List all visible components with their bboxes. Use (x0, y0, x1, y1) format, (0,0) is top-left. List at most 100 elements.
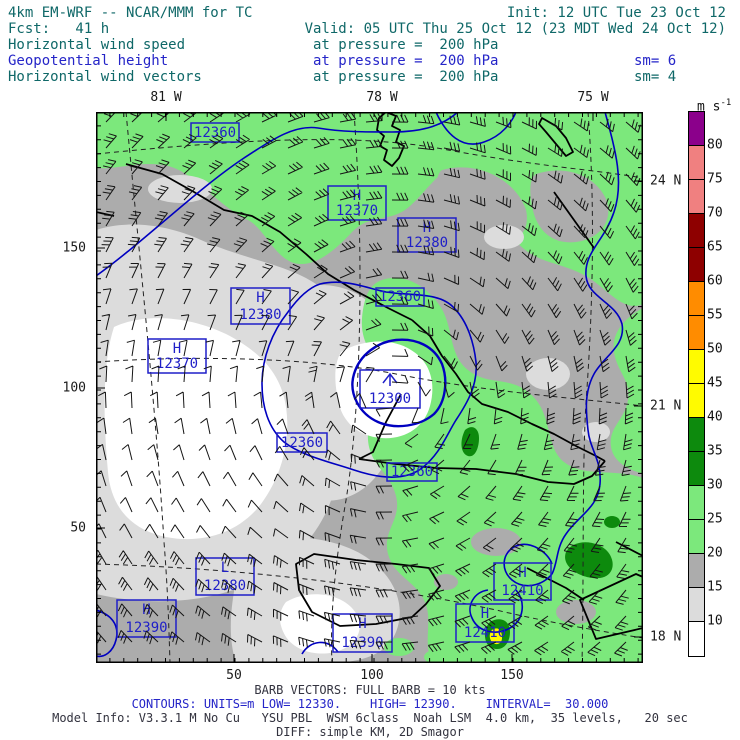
coastline-6 (553, 191, 595, 249)
axis-label-left-50: 50 (70, 520, 86, 536)
height-label-value: 12300 (369, 391, 411, 407)
wind-shading-lightgray-right-patch3 (582, 422, 610, 442)
colorbar-cell-11 (689, 486, 704, 520)
wind-shading-gray-hole-top2 (530, 170, 609, 243)
height-contour-4 (551, 111, 624, 575)
map-border (96, 112, 643, 663)
graticule-line-1 (331, 111, 361, 664)
axis-label-right-24N: 24 N (650, 173, 682, 189)
valid-time: Valid: 05 UTC Thu 25 Oct 12 (23 MDT Wed … (304, 21, 726, 37)
height-contour-0 (95, 111, 459, 277)
high-center-symbol: H (173, 341, 181, 357)
colorbar-tick-45: 45 (707, 375, 723, 391)
high-center-symbol: H (481, 606, 489, 622)
colorbar-cell-1 (689, 146, 704, 180)
height-label-value: 12380 (406, 235, 448, 251)
field-3-name: Horizontal wind vectors (8, 69, 202, 85)
height-label-value: 12390 (125, 620, 167, 636)
colorbar-tick-15: 15 (707, 579, 723, 595)
coastline-0 (125, 163, 413, 321)
axis-label-top-78W: 78 W (366, 90, 398, 105)
height-label-box: 12360 (190, 122, 240, 143)
high-center-symbol: H (256, 290, 264, 306)
graticule-line-4 (95, 357, 644, 407)
high-center-symbol: H (353, 188, 361, 204)
height-contour-6 (469, 589, 523, 633)
height-contour-2 (261, 281, 478, 479)
colorbar-cell-3 (689, 214, 704, 248)
height-contour-8 (95, 609, 118, 658)
height-contour-7 (301, 641, 339, 655)
wind-shading-white-bottom-patch (280, 594, 360, 654)
colorbar-cell-14 (689, 588, 704, 622)
colorbar-tick-25: 25 (707, 511, 723, 527)
colorbar-cell-0 (689, 112, 704, 146)
height-label-box: 12360 (386, 462, 438, 482)
axis-label-right-21N: 21 N (650, 398, 682, 414)
height-label-value: 12410 (501, 583, 543, 599)
height-label-value: 12360 (379, 289, 421, 305)
field-2-level: at pressure = 200 hPa (313, 53, 499, 69)
wind-shading-lightgray-right-patch1 (484, 225, 524, 249)
colorbar-tick-60: 60 (707, 273, 723, 289)
colorbar-cell-2 (689, 180, 704, 214)
colorbar-cell-10 (689, 452, 704, 486)
colorbar-tick-30: 30 (707, 477, 723, 493)
height-label-value: 12380 (239, 307, 281, 323)
wind-shading-darkgreen-2 (565, 542, 613, 579)
colorbar-tick-65: 65 (707, 239, 723, 255)
colorbar-tick-55: 55 (707, 307, 723, 323)
wind-shading-darkgreen-4 (604, 516, 620, 528)
field-1-name: Horizontal wind speed (8, 37, 186, 53)
colorbar-cell-15 (689, 622, 704, 656)
colorbar-cell-8 (689, 384, 704, 418)
height-label-value: 12360 (281, 435, 323, 451)
height-label-box: H 12390 (116, 599, 177, 638)
colorbar-cell-7 (689, 350, 704, 384)
height-contour-3 (351, 338, 447, 428)
colorbar-cell-5 (689, 282, 704, 316)
init-time: Init: 12 UTC Tue 23 Oct 12 (506, 5, 726, 21)
wind-shading-gray-hole-br2 (556, 600, 596, 624)
colorbar-cell-9 (689, 418, 704, 452)
map-canvas: 12360H12370H12380H12380H1237012360123001… (91, 107, 644, 664)
frame-ticks (96, 112, 643, 663)
height-label-value: 12360 (391, 464, 433, 480)
wind-shading-green-bottom-spot1 (384, 638, 414, 656)
footer-model-info: Model Info: V3.3.1 M No Cu YSU PBL WSM 6… (52, 711, 688, 725)
height-label-box: 12360 (276, 432, 328, 453)
colorbar-tick-70: 70 (707, 205, 723, 221)
coastline-7 (295, 553, 441, 627)
wind-shading-lightgray-top-patch (148, 175, 212, 203)
axis-label-top-81W: 81 W (150, 90, 182, 105)
colorbar-tick-20: 20 (707, 545, 723, 561)
height-contour-5 (503, 543, 553, 587)
low-center-symbol: L (221, 560, 229, 576)
axis-label-bottom-100: 100 (360, 668, 384, 683)
axis-label-bottom-150: 150 (500, 668, 524, 683)
field-3-smoothing: sm= 4 (634, 69, 677, 85)
colorbar-cell-13 (689, 554, 704, 588)
height-label-value: 12360 (194, 125, 236, 141)
footer-contour-info: CONTOURS: UNITS=m LOW= 12330. HIGH= 1239… (131, 697, 609, 711)
field-2-smoothing: sm= 6 (634, 53, 677, 69)
model-title: 4km EM-WRF -- NCAR/MMM for TC (8, 5, 253, 21)
height-label-value: 12380 (204, 578, 246, 594)
graticule-line-0 (125, 111, 171, 664)
height-label-value: 12370 (336, 203, 378, 219)
height-label-value: 12390 (341, 635, 383, 651)
map-area: 12360 H 12370 H 12380 H 12380 H 12370 12360 12300 1… (91, 107, 644, 664)
high-center-symbol: H (358, 616, 366, 632)
colorbar-cell-6 (689, 316, 704, 350)
coastline-9 (526, 567, 585, 601)
forecast-hour: Fcst: 41 h (8, 21, 110, 37)
wind-shading-green-top-band (96, 112, 643, 307)
colorbar-cell-12 (689, 520, 704, 554)
height-label-value: 12410 (464, 625, 506, 641)
footer-barb-info: BARB VECTORS: FULL BARB = 10 kts (254, 683, 486, 697)
